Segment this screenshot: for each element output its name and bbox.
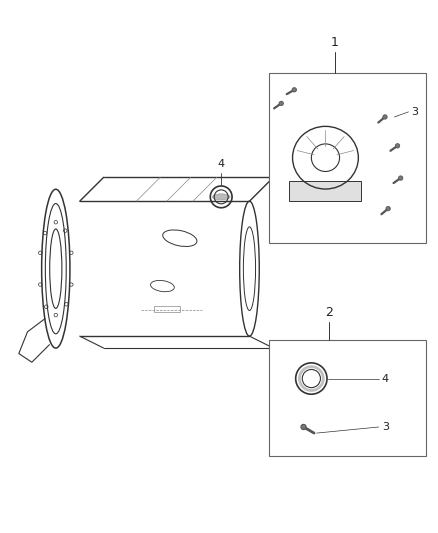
Circle shape bbox=[292, 87, 297, 92]
Ellipse shape bbox=[212, 194, 230, 200]
Text: 3: 3 bbox=[382, 422, 389, 432]
Bar bbox=[290, 181, 361, 201]
Circle shape bbox=[396, 143, 400, 148]
Circle shape bbox=[386, 206, 390, 211]
Bar bbox=[269, 73, 426, 243]
Bar bbox=[269, 341, 426, 456]
Circle shape bbox=[383, 115, 387, 119]
Text: 4: 4 bbox=[382, 374, 389, 384]
Circle shape bbox=[279, 101, 283, 106]
Text: 2: 2 bbox=[325, 306, 332, 319]
Text: 3: 3 bbox=[411, 107, 418, 117]
Circle shape bbox=[399, 176, 403, 180]
Circle shape bbox=[301, 424, 306, 430]
Text: 4: 4 bbox=[218, 159, 225, 168]
Text: 1: 1 bbox=[331, 36, 339, 49]
Bar bbox=[154, 305, 180, 312]
